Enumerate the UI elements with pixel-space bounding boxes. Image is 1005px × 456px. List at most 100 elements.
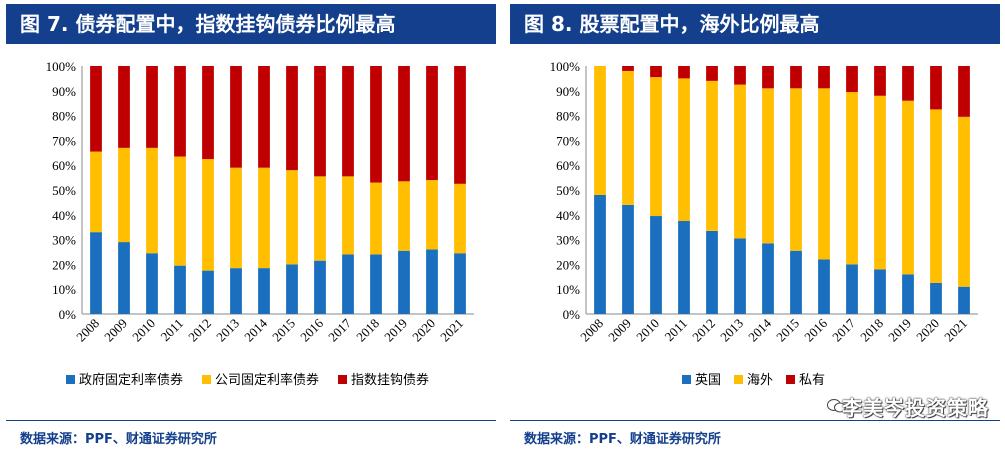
x-tick-label: 2011 [661, 316, 690, 345]
bar-segment-3-2020 [930, 66, 942, 110]
source-divider [6, 420, 496, 421]
x-tick-label: 2010 [129, 316, 158, 345]
bar-segment-1-2016 [818, 259, 830, 314]
bar-segment-2-2016 [818, 88, 830, 260]
chart-title-bond-allocation: 图 7. 债券配置中，指数挂钩债券比例最高 [6, 4, 496, 44]
legend-label-2: 海外 [747, 373, 773, 388]
source-divider [510, 420, 1000, 421]
stacked-bar-chart-equity-allocation: 0% 10% 20% 30% 40% 50% 60% 70% 80% 90% 100% 2008 200… [550, 59, 978, 388]
bar-segment-1-2019 [902, 274, 914, 314]
bar-segment-1-2008 [90, 232, 102, 314]
bar-segment-3-2012 [202, 66, 214, 159]
bar-segment-2-2014 [762, 88, 774, 244]
y-tick-label: 10% [52, 282, 76, 297]
y-tick-label: 20% [52, 257, 76, 272]
bar-segment-2-2012 [202, 159, 214, 271]
x-tick-label: 2016 [297, 315, 326, 344]
bar-segment-2-2009 [622, 70, 634, 205]
bar-segment-2-2017 [342, 176, 354, 255]
x-tick-label: 2008 [577, 316, 606, 345]
bar-segment-1-2019 [398, 250, 410, 314]
y-tick-label: 80% [52, 109, 76, 124]
x-tick-label: 2019 [381, 316, 410, 345]
y-tick-label: 70% [52, 133, 76, 148]
bar-segment-1-2010 [146, 253, 158, 314]
x-tick-label: 2013 [213, 316, 242, 345]
x-tick-label: 2020 [913, 316, 942, 345]
bar-segment-2-2008 [90, 151, 102, 233]
bar-segment-1-2011 [174, 265, 186, 314]
bar-segment-3-2019 [398, 66, 410, 182]
legend-swatch-2 [734, 375, 743, 384]
bar-segment-2-2011 [678, 78, 690, 222]
x-tick-label: 2012 [185, 316, 214, 345]
x-tick-label: 2008 [73, 316, 102, 345]
legend-label-3: 指数挂钩债券 [351, 372, 429, 388]
bar-segment-3-2017 [846, 66, 858, 93]
bar-segment-3-2017 [342, 66, 354, 177]
legend-label-2: 公司固定利率债券 [215, 372, 319, 388]
x-tick-label: 2017 [325, 315, 354, 344]
bar-segment-3-2019 [902, 66, 914, 101]
y-tick-label: 50% [556, 183, 580, 198]
source-note-bond: 数据来源：PPF、财通证券研究所 [20, 432, 217, 447]
y-tick-label: 20% [556, 257, 580, 272]
bar-segment-1-2017 [846, 264, 858, 314]
bar-segment-2-2017 [846, 92, 858, 265]
bar-segment-2-2010 [650, 77, 662, 217]
bar-segment-2-2019 [902, 100, 914, 275]
x-tick-label: 2021 [437, 316, 466, 345]
legend-swatch-1 [66, 375, 75, 384]
bar-segment-1-2010 [650, 216, 662, 314]
stacked-bar-chart-bond-allocation: 0% 10% 20% 30% 40% 50% 60% 70% 80% 90% 100% 2008 200… [46, 59, 474, 388]
bar-segment-2-2020 [426, 180, 438, 250]
bar-segment-2-2013 [734, 84, 746, 239]
y-tick-label: 90% [52, 84, 76, 99]
bar-segment-2-2011 [174, 156, 186, 266]
bar-segment-1-2020 [426, 249, 438, 314]
bar-segment-2-2014 [258, 167, 270, 269]
bar-segment-1-2012 [706, 230, 718, 314]
bar-segment-3-2018 [370, 66, 382, 183]
bar-segment-3-2020 [426, 66, 438, 181]
bar-segment-2-2019 [398, 181, 410, 251]
bar-segment-3-2008 [90, 66, 102, 152]
bar-segment-3-2010 [146, 66, 158, 148]
y-tick-label: 10% [556, 282, 580, 297]
y-tick-label: 30% [52, 233, 76, 248]
bar-segment-1-2009 [622, 204, 634, 314]
x-tick-label: 2018 [353, 316, 382, 345]
legend-swatch-3 [786, 375, 795, 384]
legend-label-1: 政府固定利率债券 [79, 372, 183, 388]
bar-segment-1-2021 [454, 253, 466, 314]
y-tick-label: 60% [52, 158, 76, 173]
y-tick-label: 90% [556, 84, 580, 99]
y-tick-label: 40% [52, 208, 76, 223]
bar-segment-2-2009 [118, 147, 130, 243]
bar-segment-1-2018 [874, 269, 886, 314]
bar-segment-2-2015 [790, 88, 802, 251]
bar-segment-1-2016 [314, 260, 326, 314]
bar-segment-3-2009 [118, 66, 130, 148]
y-tick-label: 0% [59, 307, 77, 322]
bar-segment-2-2018 [370, 182, 382, 255]
x-tick-label: 2013 [717, 316, 746, 345]
y-tick-label: 100% [46, 59, 77, 74]
bar-segment-3-2009 [622, 66, 634, 71]
legend-swatch-1 [682, 375, 691, 384]
bar-segment-3-2014 [258, 66, 270, 168]
y-tick-label: 80% [556, 109, 580, 124]
bar-segment-3-2016 [818, 66, 830, 89]
bar-segment-3-2011 [678, 66, 690, 79]
x-tick-label: 2020 [409, 316, 438, 345]
x-tick-label: 2014 [241, 315, 270, 344]
bar-segment-3-2013 [734, 66, 746, 85]
bar-segment-1-2013 [230, 268, 242, 314]
y-tick-label: 50% [52, 183, 76, 198]
bar-segment-3-2015 [286, 66, 298, 171]
chart-panel-bond-allocation: 图 7. 债券配置中，指数挂钩债券比例最高 0% 10% 20% 30% 40% 50% 6… [6, 0, 496, 456]
source-note-equity: 数据来源：PPF、财通证券研究所 [524, 432, 721, 447]
bar-segment-2-2021 [958, 116, 970, 287]
bar-segment-3-2015 [790, 66, 802, 89]
x-tick-label: 2015 [773, 316, 802, 345]
